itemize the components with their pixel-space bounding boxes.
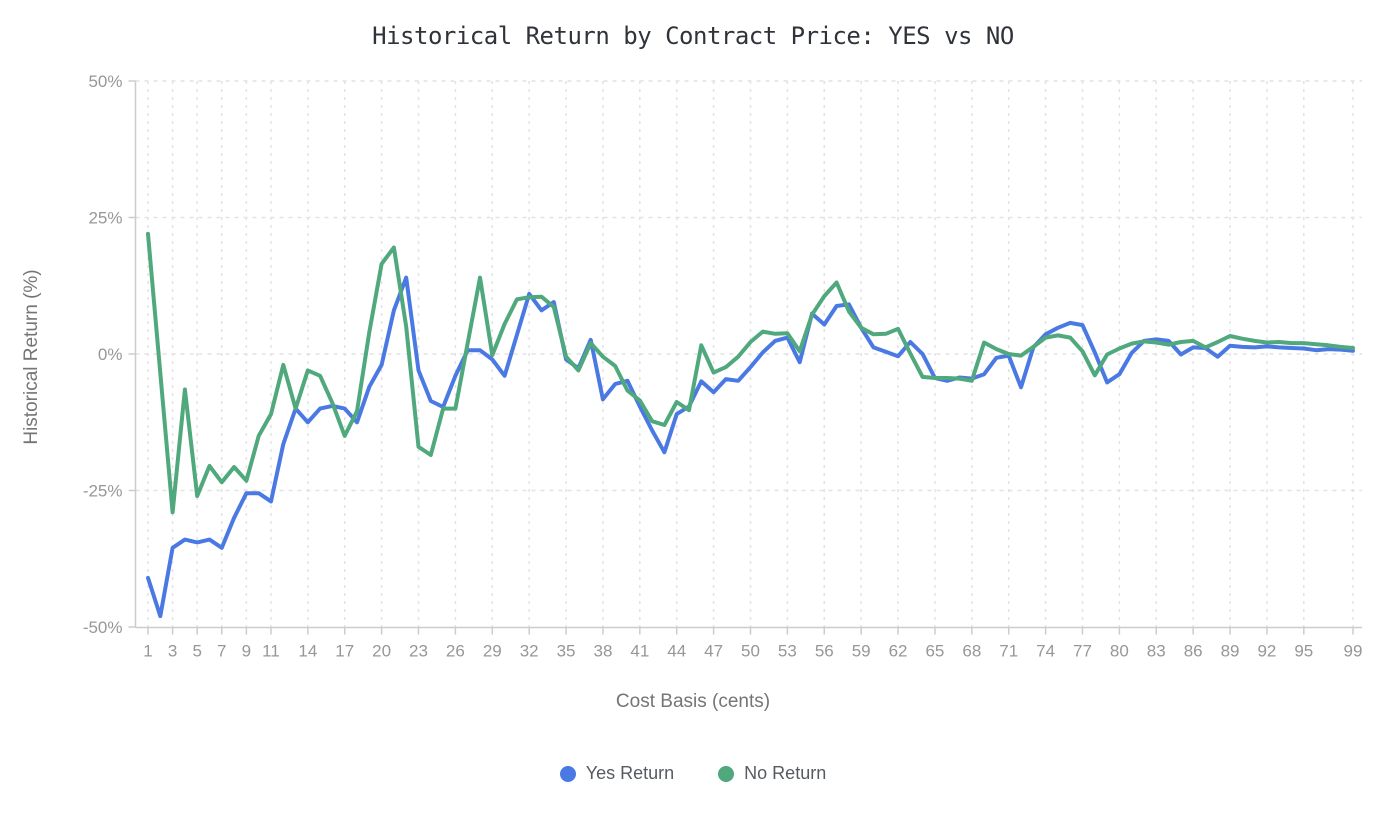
x-tick-label: 5 xyxy=(192,642,201,661)
chart-plot-area: 50%25%0%-25%-50%1 3 5 7 9 11 14 17 20 23 26 29 32 35 3… xyxy=(83,72,1363,661)
x-axis-title: Cost Basis (cents) xyxy=(615,691,771,712)
yes-return-swatch-icon xyxy=(559,765,576,782)
x-tick-label: 56 xyxy=(815,642,834,661)
x-tick-label: 32 xyxy=(520,642,539,661)
x-tick-label: 62 xyxy=(889,642,908,661)
x-tick-label: 80 xyxy=(1110,642,1129,661)
x-tick-label: 50 xyxy=(741,642,760,661)
x-tick-label: 47 xyxy=(704,642,723,661)
no-return-line xyxy=(146,231,1355,515)
x-tick-label: 23 xyxy=(409,642,428,661)
x-tick-label: 44 xyxy=(667,642,686,661)
x-tick-label: 99 xyxy=(1344,642,1363,661)
x-tick-label: 26 xyxy=(446,642,465,661)
no-return-swatch-icon xyxy=(718,765,735,782)
x-tick-label: 11 xyxy=(262,642,280,661)
y-tick-label: 25% xyxy=(88,209,122,228)
x-tick-label: 35 xyxy=(557,642,576,661)
x-tick-label: 68 xyxy=(962,642,981,661)
yes-return-line xyxy=(146,275,1355,619)
legend-item-yes-return[interactable]: Yes Return xyxy=(559,763,675,784)
chart-title: Historical Return by Contract Price: YES… xyxy=(372,22,1014,50)
x-tick-label: 38 xyxy=(593,642,612,661)
x-tick-label: 74 xyxy=(1036,642,1055,661)
x-tick-label: 53 xyxy=(778,642,797,661)
x-tick-label: 89 xyxy=(1221,642,1240,661)
legend-item-no-return[interactable]: No Return xyxy=(718,763,826,784)
x-tick-label: 1 xyxy=(143,642,152,661)
axes xyxy=(128,80,1362,635)
x-tick-label: 14 xyxy=(298,642,317,661)
legend-label-yes-return: Yes Return xyxy=(585,763,675,783)
x-tick-label: 86 xyxy=(1184,642,1203,661)
x-tick-label: 17 xyxy=(335,642,354,661)
x-tick-label: 59 xyxy=(852,642,871,661)
y-tick-label: -50% xyxy=(83,618,123,637)
x-tick-label: 71 xyxy=(999,642,1018,661)
x-tick-label: 65 xyxy=(925,642,944,661)
x-tick-label: 7 xyxy=(217,642,226,661)
x-tick-label: 95 xyxy=(1294,642,1313,661)
y-tick-label: -25% xyxy=(83,482,123,501)
x-tick-label: 9 xyxy=(242,642,251,661)
x-tick-label: 77 xyxy=(1073,642,1092,661)
x-tick-label: 41 xyxy=(630,642,649,661)
data-series xyxy=(146,231,1355,619)
tick-labels: 50%25%0%-25%-50%1 3 5 7 9 11 14 17 20 23 26 29 32 35 3… xyxy=(83,72,1363,661)
x-tick-label: 92 xyxy=(1257,642,1276,661)
y-tick-label: 50% xyxy=(88,72,122,91)
y-axis-title: Historical Return (%) xyxy=(21,269,42,445)
x-tick-label: 3 xyxy=(168,642,177,661)
x-tick-label: 29 xyxy=(483,642,502,661)
legend: Yes Return No Return xyxy=(0,763,1386,784)
legend-label-no-return: No Return xyxy=(744,763,827,783)
x-tick-label: 20 xyxy=(372,642,391,661)
y-tick-label: 0% xyxy=(98,345,123,364)
x-tick-label: 83 xyxy=(1147,642,1166,661)
